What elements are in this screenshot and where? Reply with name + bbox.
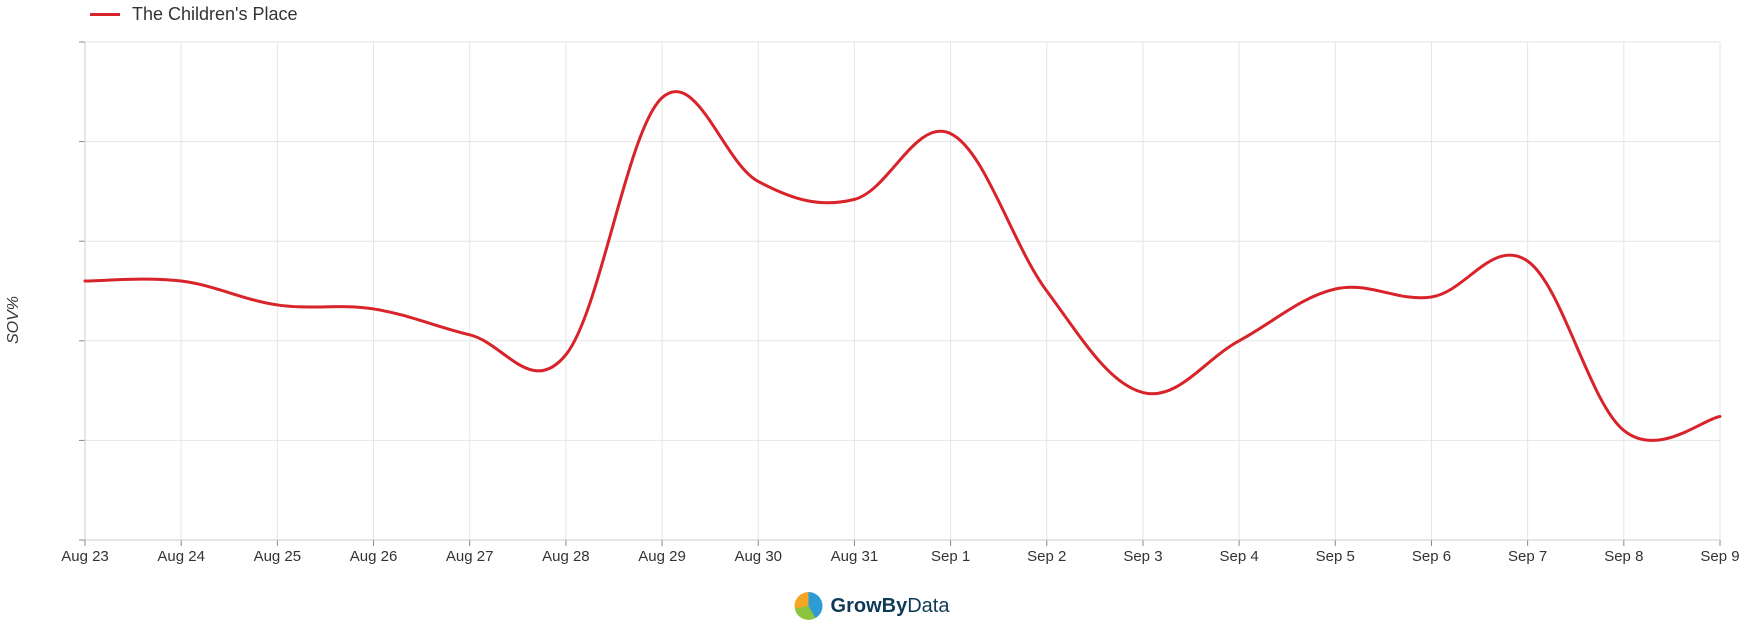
chart-container: The Children's Place SOV% 0%0.5%1%1.5%2%…: [0, 0, 1744, 640]
x-tick-label: Sep 5: [1316, 548, 1355, 565]
x-tick-label: Sep 1: [931, 548, 970, 565]
x-tick-label: Aug 24: [157, 548, 205, 565]
x-tick-label: Sep 4: [1220, 548, 1259, 565]
brand-text-light: Data: [907, 595, 949, 618]
x-tick-label: Sep 9: [1700, 548, 1739, 565]
line-chart: [0, 0, 1744, 640]
x-tick-label: Aug 23: [61, 548, 109, 565]
brand-logo: GrowBy Data: [795, 592, 950, 620]
x-tick-label: Sep 6: [1412, 548, 1451, 565]
x-tick-label: Sep 2: [1027, 548, 1066, 565]
x-tick-label: Aug 25: [254, 548, 302, 565]
x-tick-label: Aug 26: [350, 548, 398, 565]
x-tick-label: Aug 27: [446, 548, 494, 565]
brand-icon: [795, 592, 823, 620]
x-tick-label: Sep 3: [1123, 548, 1162, 565]
x-tick-label: Aug 30: [734, 548, 782, 565]
brand-text: GrowBy Data: [831, 595, 950, 618]
brand-text-strong: GrowBy: [831, 595, 908, 618]
x-tick-label: Sep 7: [1508, 548, 1547, 565]
x-tick-label: Sep 8: [1604, 548, 1643, 565]
x-tick-label: Aug 29: [638, 548, 686, 565]
x-tick-label: Aug 31: [831, 548, 879, 565]
x-tick-label: Aug 28: [542, 548, 590, 565]
